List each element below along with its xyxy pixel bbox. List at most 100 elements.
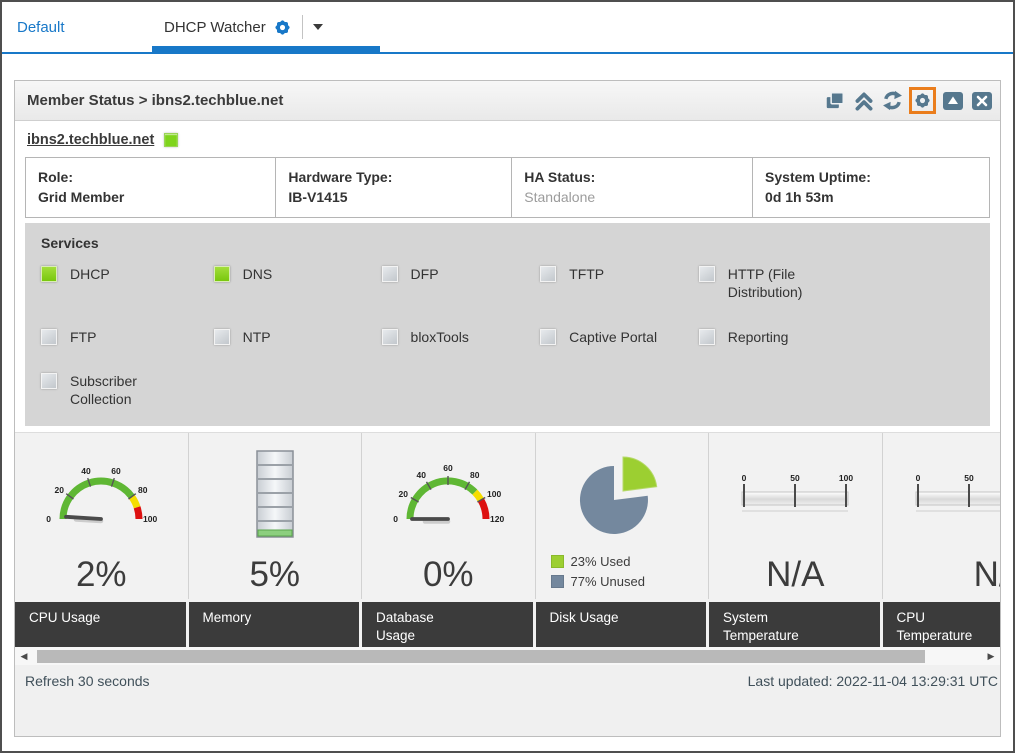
svg-text:100: 100 [487,489,501,499]
legend-unused-label: 77% Unused [571,572,645,592]
service-item-dhcp: DHCP [41,265,214,301]
collapse-all-icon[interactable] [851,88,876,113]
svg-text:40: 40 [417,470,427,480]
service-item-subscriber-collection: Subscriber Collection [41,372,214,408]
tab-menu-divider [302,15,303,39]
info-cell-role: Role: Grid Member [26,158,276,217]
tab-default[interactable]: Default [2,2,152,52]
info-cell-hardware: Hardware Type: IB-V1415 [276,158,512,217]
service-status-icon [540,266,556,282]
legend-used: 23% Used [551,552,645,572]
svg-text:40: 40 [82,466,92,476]
widget-toolbar [822,87,994,114]
widget-title: Member Status > ibns2.techblue.net [27,92,283,109]
services-grid: DHCP DNS DFP TFTP HTTP (File Distributio… [41,265,974,408]
member-link[interactable]: ibns2.techblue.net [27,132,154,148]
service-item-ftp: FTP [41,328,214,346]
gauge-memory: 5% [189,433,363,599]
info-label: Hardware Type: [288,168,499,188]
svg-text:20: 20 [399,489,409,499]
widget-header: Member Status > ibns2.techblue.net [15,81,1000,121]
scroll-left-icon[interactable]: ◀ [15,647,33,665]
service-item-http: HTTP (File Distribution) [699,265,974,301]
tab-default-label: Default [17,19,65,36]
disk-usage-pie-chart [568,433,676,552]
service-status-icon [699,329,715,345]
collapse-window-icon[interactable] [940,88,965,113]
service-status-icon [699,266,715,282]
database-usage-value: 0% [423,557,474,599]
svg-text:100: 100 [839,473,853,483]
service-status-icon [540,329,556,345]
last-updated-text: Last updated: 2022-11-04 13:29:31 UTC [748,673,998,689]
gauge-labels-strip: CPU Usage Memory Database Usage Disk Usa… [15,599,1000,647]
unused-swatch-icon [551,575,564,588]
tab-dhcp-watcher[interactable]: DHCP Watcher [152,2,380,52]
service-item-tftp: TFTP [540,265,699,301]
svg-text:0: 0 [47,514,52,524]
svg-text:120: 120 [490,514,504,524]
gauge-disk-usage: 23% Used 77% Unused [536,433,710,599]
svg-text:0: 0 [394,514,399,524]
member-info-table: Role: Grid Member Hardware Type: IB-V141… [25,157,990,218]
service-item-captive-portal: Captive Portal [540,328,699,346]
scroll-right-icon[interactable]: ▶ [982,647,1000,665]
info-label: Role: [38,168,263,188]
gauge-system-temperature: 0 50 100 N/A [709,433,883,599]
dashboard-tabbar: Default DHCP Watcher [2,2,1013,54]
caret-down-icon[interactable] [313,24,323,30]
copy-icon[interactable] [822,88,847,113]
service-status-icon [382,329,398,345]
service-item-ntp: NTP [214,328,382,346]
service-item-dns: DNS [214,265,382,301]
service-status-icon [41,373,57,389]
settings-gear-icon[interactable] [909,87,936,114]
used-swatch-icon [551,555,564,568]
gauge-label: Memory [189,602,360,647]
gauge-label: Database Usage [362,602,533,647]
cpu-usage-value: 2% [76,557,127,599]
member-status-widget: Member Status > ibns2.techblue.net [14,80,1001,737]
system-temperature-value: N/A [766,557,824,599]
info-label: HA Status: [524,168,740,188]
info-value: Standalone [524,188,740,208]
info-value: 0d 1h 53m [765,188,977,208]
tab-gear-icon[interactable] [273,18,292,37]
info-cell-ha-status: HA Status: Standalone [512,158,753,217]
gauge-label: CPU Usage [15,602,186,647]
horizontal-scrollbar[interactable]: ◀ ▶ [15,647,1000,665]
gauge-database-usage: 0 20 40 60 80 100 120 0% [362,433,536,599]
active-tab-underline [152,46,380,52]
info-label: System Uptime: [765,168,977,188]
svg-text:50: 50 [964,473,974,483]
gauge-label: CPU Temperature [883,602,1001,647]
svg-text:50: 50 [791,473,801,483]
service-item-dfp: DFP [382,265,541,301]
close-icon[interactable] [969,88,994,113]
memory-tank-gauge [249,433,301,557]
memory-value: 5% [249,557,300,599]
app-window: Default DHCP Watcher Member Status > ibn [0,0,1015,753]
disk-usage-legend: 23% Used 77% Unused [551,552,645,599]
gauge-label: Disk Usage [536,602,707,647]
member-row: ibns2.techblue.net [15,121,1000,155]
svg-text:80: 80 [470,470,480,480]
tab-dhcp-watcher-label: DHCP Watcher [164,19,266,36]
service-status-icon [41,266,57,282]
refresh-icon[interactable] [880,88,905,113]
svg-text:0: 0 [742,473,747,483]
database-usage-dial-gauge: 0 20 40 60 80 100 120 [385,433,511,557]
scrollbar-thumb[interactable] [37,650,925,663]
legend-used-label: 23% Used [571,552,631,572]
gauges-strip: 0 20 40 60 80 100 2% [15,432,1000,599]
gauge-label: System Temperature [709,602,880,647]
svg-text:60: 60 [444,463,454,473]
service-status-icon [41,329,57,345]
system-temperature-linear-gauge: 0 50 100 [732,433,858,557]
info-cell-uptime: System Uptime: 0d 1h 53m [753,158,989,217]
svg-text:0: 0 [915,473,920,483]
services-section: Services DHCP DNS DFP TFTP HTTP (File Di… [25,223,990,426]
cpu-usage-dial-gauge: 0 20 40 60 80 100 [38,433,164,557]
service-item-bloxtools: bloxTools [382,328,541,346]
service-status-icon [382,266,398,282]
